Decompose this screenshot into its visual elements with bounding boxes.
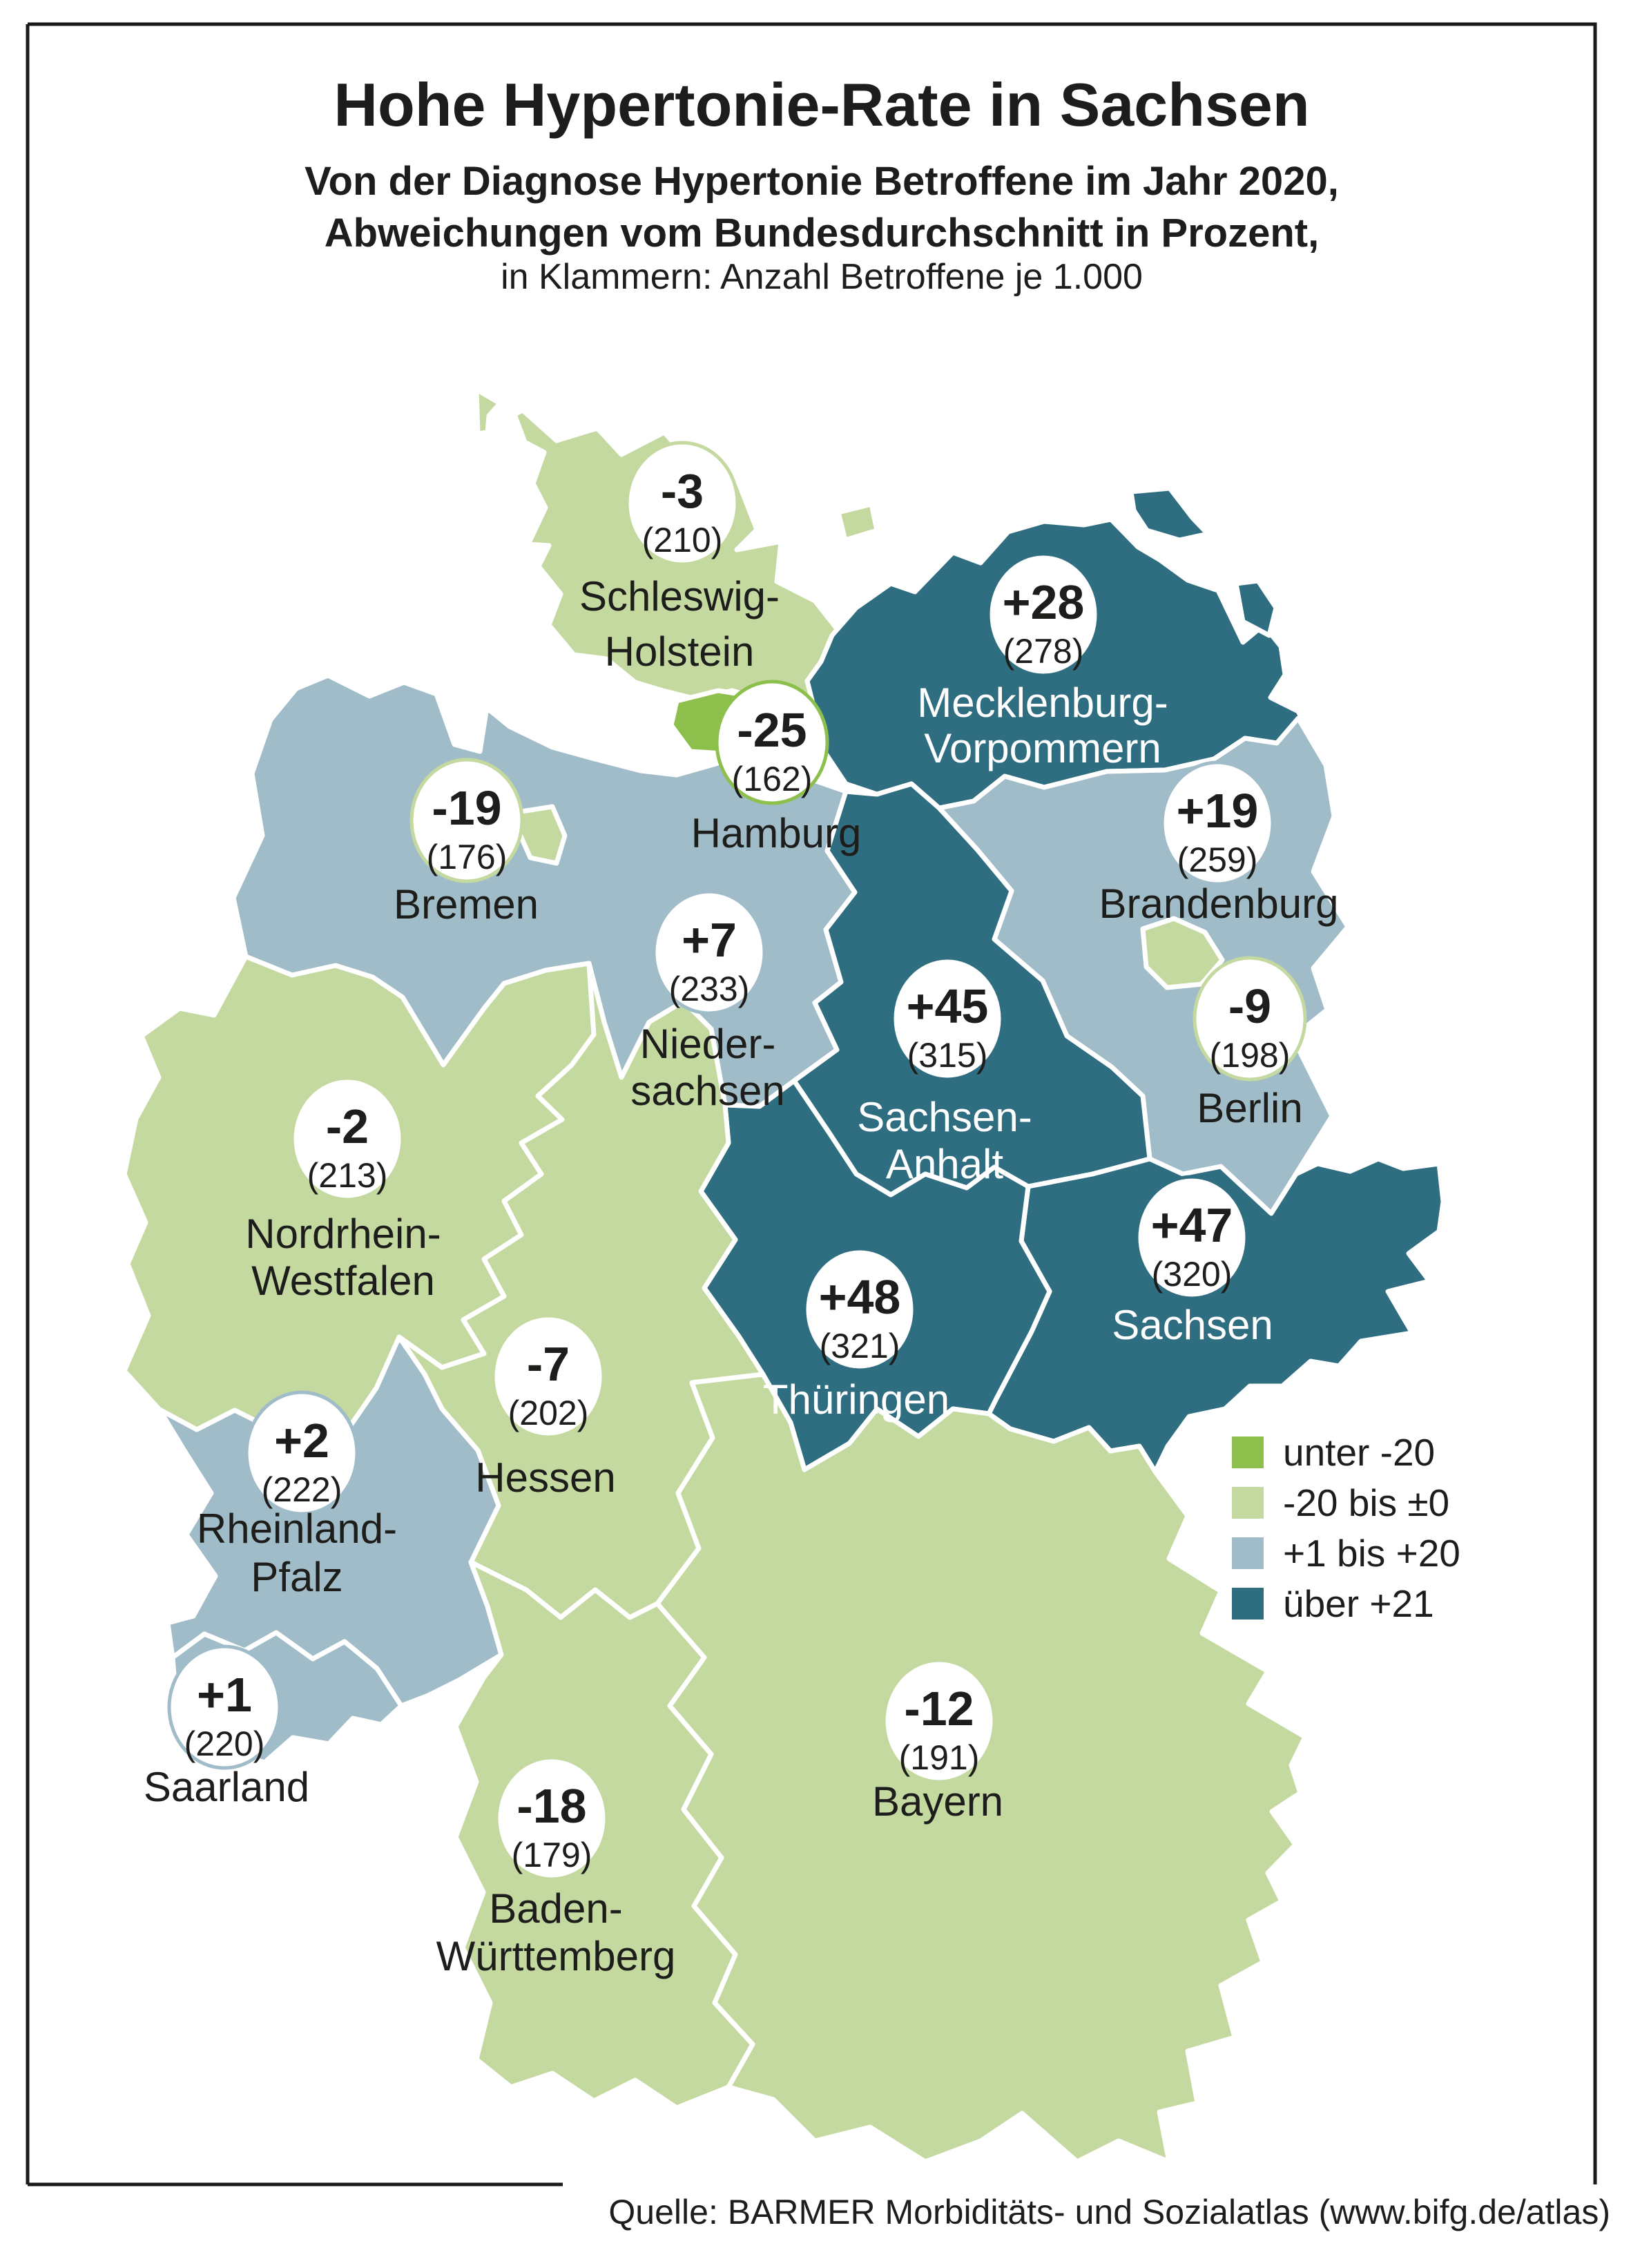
legend-swatch-unter-20 bbox=[1232, 1436, 1264, 1468]
value-baden-wuerttemberg: -18 bbox=[517, 1779, 586, 1833]
state-berlin bbox=[1140, 916, 1225, 990]
value-bubble-saarland bbox=[167, 1644, 282, 1770]
source-line: Quelle: BARMER Morbiditäts- und Sozialat… bbox=[608, 2193, 1610, 2231]
value-bubble-thueringen bbox=[802, 1247, 917, 1372]
state-label-nordrhein-westfalen-2: Westfalen bbox=[251, 1258, 435, 1304]
state-rheinland-pfalz bbox=[157, 1334, 504, 1709]
value-brandenburg: +19 bbox=[1177, 784, 1259, 838]
count-sachsen: (320) bbox=[1152, 1255, 1233, 1294]
count-berlin: (198) bbox=[1210, 1036, 1291, 1075]
state-label-brandenburg: Brandenburg bbox=[1099, 881, 1339, 927]
value-bubble-hessen bbox=[491, 1314, 606, 1439]
value-bubble-brandenburg bbox=[1160, 760, 1275, 886]
legend-swatch-ueber-plus21 bbox=[1232, 1588, 1264, 1620]
value-bubble-sachsen-anhalt bbox=[890, 956, 1005, 1082]
state-label-bayern: Bayern bbox=[872, 1778, 1003, 1825]
count-bremen: (176) bbox=[427, 838, 508, 876]
value-bubble-schleswig-holstein bbox=[625, 441, 740, 566]
value-bubble-nordrhein-westfalen bbox=[290, 1076, 405, 1202]
value-bubble-sachsen bbox=[1135, 1175, 1249, 1300]
state-label-baden-wuerttemberg-2: Württemberg bbox=[436, 1933, 676, 1979]
header: Hohe Hypertonie-Rate in Sachsen Von der … bbox=[305, 70, 1339, 297]
state-schleswig-holstein-flensburg-piece bbox=[474, 387, 503, 436]
value-niedersachsen: +7 bbox=[682, 913, 737, 967]
value-sachsen: +47 bbox=[1151, 1198, 1233, 1252]
value-nordrhein-westfalen: -2 bbox=[326, 1099, 369, 1153]
state-bayern bbox=[655, 1372, 1308, 2164]
count-baden-wuerttemberg: (179) bbox=[512, 1836, 592, 1874]
count-brandenburg: (259) bbox=[1177, 840, 1258, 879]
count-nordrhein-westfalen: (213) bbox=[307, 1156, 388, 1195]
value-rheinland-pfalz: +2 bbox=[274, 1414, 329, 1468]
page-frame bbox=[26, 22, 1597, 2187]
state-mv-usedom-island bbox=[1233, 578, 1279, 638]
subtitle-line2: Abweichungen vom Bundesdurchschnitt in P… bbox=[325, 211, 1319, 256]
state-label-nordrhein-westfalen-1: Nordrhein- bbox=[245, 1211, 441, 1257]
state-label-sachsen-anhalt-2: Anhalt bbox=[886, 1141, 1003, 1187]
value-bubble-bayern bbox=[882, 1658, 996, 1784]
state-label-sachsen: Sachsen bbox=[1112, 1302, 1273, 1348]
state-label-rheinland-pfalz-1: Rheinland- bbox=[197, 1506, 397, 1552]
state-label-mecklenburg-vorpommern-1: Mecklenburg- bbox=[917, 680, 1168, 726]
state-label-hamburg: Hamburg bbox=[691, 810, 862, 856]
value-bubble-hamburg bbox=[715, 680, 829, 805]
value-sachsen-anhalt: +45 bbox=[907, 979, 989, 1033]
count-niedersachsen: (233) bbox=[669, 970, 750, 1008]
value-berlin: -9 bbox=[1228, 979, 1271, 1033]
state-label-mecklenburg-vorpommern-2: Vorpommern bbox=[924, 725, 1161, 771]
value-bremen: -19 bbox=[432, 781, 501, 835]
value-saarland: +1 bbox=[197, 1668, 252, 1722]
value-schleswig-holstein: -3 bbox=[661, 464, 704, 518]
state-label-schleswig-holstein-2: Holstein bbox=[605, 628, 755, 675]
value-bubble-rheinland-pfalz bbox=[244, 1390, 359, 1516]
value-bubble-berlin bbox=[1193, 956, 1307, 1082]
state-label-niedersachsen-1: Nieder- bbox=[640, 1021, 776, 1067]
subtitle-line3: in Klammern: Anzahl Betroffene je 1.000 bbox=[501, 257, 1143, 297]
count-mecklenburg-vorpommern: (278) bbox=[1003, 632, 1084, 671]
value-thueringen: +48 bbox=[819, 1270, 901, 1324]
state-label-schleswig-holstein-1: Schleswig- bbox=[579, 573, 780, 619]
value-bubble-baden-wuerttemberg bbox=[494, 1756, 609, 1881]
state-label-saarland: Saarland bbox=[144, 1764, 309, 1810]
state-label-niedersachsen-2: sachsen bbox=[630, 1068, 784, 1114]
state-label-bremen: Bremen bbox=[394, 881, 539, 928]
legend-label-plus1-bis-plus20: +1 bis +20 bbox=[1283, 1532, 1460, 1575]
state-schleswig-holstein-fehmarn bbox=[836, 501, 880, 543]
value-hamburg: -25 bbox=[737, 703, 807, 757]
state-label-baden-wuerttemberg-1: Baden- bbox=[489, 1885, 622, 1932]
legend-label-minus20-bis-0: -20 bis ±0 bbox=[1283, 1481, 1449, 1524]
count-rheinland-pfalz: (222) bbox=[262, 1470, 342, 1509]
value-bubbles: -3 (210) +28 (278) -25 (162) -19 (176) +… bbox=[167, 441, 1307, 1881]
state-label-hessen: Hessen bbox=[475, 1454, 615, 1501]
value-bayern: -12 bbox=[904, 1682, 974, 1736]
count-saarland: (220) bbox=[184, 1724, 265, 1763]
legend-swatch-plus1-bis-plus20 bbox=[1232, 1537, 1264, 1569]
value-mecklenburg-vorpommern: +28 bbox=[1003, 575, 1085, 629]
count-hessen: (202) bbox=[508, 1394, 589, 1432]
legend-label-unter-20: unter -20 bbox=[1283, 1431, 1435, 1474]
state-label-sachsen-anhalt-1: Sachsen- bbox=[857, 1094, 1032, 1140]
subtitle-line1: Von der Diagnose Hypertonie Betroffene i… bbox=[305, 159, 1339, 204]
state-labels: Schleswig- Holstein Mecklenburg- Vorpomm… bbox=[144, 573, 1339, 1979]
value-bubble-mecklenburg-vorpommern bbox=[986, 552, 1101, 677]
legend: unter -20 -20 bis ±0 +1 bis +20 über +21 bbox=[1232, 1431, 1460, 1625]
state-label-berlin: Berlin bbox=[1197, 1085, 1302, 1131]
count-hamburg: (162) bbox=[732, 760, 813, 798]
count-sachsen-anhalt: (315) bbox=[907, 1036, 988, 1075]
value-bubble-niedersachsen bbox=[652, 890, 766, 1015]
legend-label-ueber-plus21: über +21 bbox=[1283, 1582, 1434, 1625]
page-title: Hohe Hypertonie-Rate in Sachsen bbox=[334, 70, 1309, 139]
value-hessen: -7 bbox=[527, 1337, 570, 1391]
value-bubble-bremen bbox=[409, 758, 524, 883]
count-schleswig-holstein: (210) bbox=[642, 521, 723, 559]
state-mv-ruegen-island bbox=[1128, 486, 1210, 543]
count-thueringen: (321) bbox=[820, 1327, 900, 1365]
state-label-thueringen: Thüringen bbox=[763, 1376, 949, 1423]
legend-swatch-minus20-bis-0 bbox=[1232, 1487, 1264, 1519]
state-label-rheinland-pfalz-2: Pfalz bbox=[251, 1554, 342, 1600]
count-bayern: (191) bbox=[899, 1738, 980, 1777]
